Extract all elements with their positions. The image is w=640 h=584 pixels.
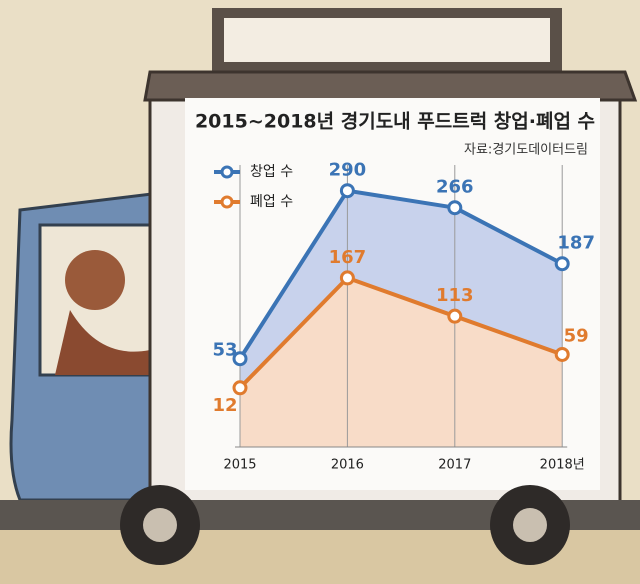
awning <box>143 70 638 102</box>
x-tick-label: 2016 <box>331 458 364 473</box>
line <box>238 188 564 360</box>
x-tick-label: 2017 <box>438 458 471 473</box>
value-label: 12 <box>212 395 237 416</box>
legend-label: 폐업 수 <box>250 194 293 210</box>
point <box>232 380 248 396</box>
area <box>240 277 563 447</box>
point <box>232 351 248 367</box>
point <box>554 256 570 272</box>
value-label: 266 <box>436 177 474 198</box>
point <box>554 346 570 362</box>
point <box>339 270 355 286</box>
chart-title: 2015~2018년 경기도내 푸드트럭 창업·폐업 수 <box>195 111 595 133</box>
value-label: 113 <box>436 285 474 306</box>
legend-label: 창업 수 <box>250 164 293 180</box>
wheel-hub <box>143 508 177 542</box>
legend-marker <box>220 195 234 209</box>
wheel-hub <box>513 508 547 542</box>
plot: 2015 2016 2017 2018년 53 290 266 187 창업 수 12 167 113… <box>212 160 595 473</box>
legend-marker <box>220 165 234 179</box>
line <box>238 275 563 390</box>
roof-sign <box>224 18 550 62</box>
value-label: 187 <box>557 233 595 254</box>
x-tick-label: 2018년 <box>540 458 585 473</box>
value-label: 167 <box>329 247 367 268</box>
source: 자료:경기도데이터드림 <box>464 143 588 158</box>
point <box>339 183 355 199</box>
driver-body <box>55 310 150 375</box>
point <box>447 308 463 324</box>
value-label: 290 <box>329 160 367 181</box>
value-label: 59 <box>564 325 589 346</box>
x-tick-label: 2015 <box>223 458 256 473</box>
value-label: 53 <box>212 340 237 361</box>
point <box>447 200 463 216</box>
driver-head <box>65 250 125 310</box>
